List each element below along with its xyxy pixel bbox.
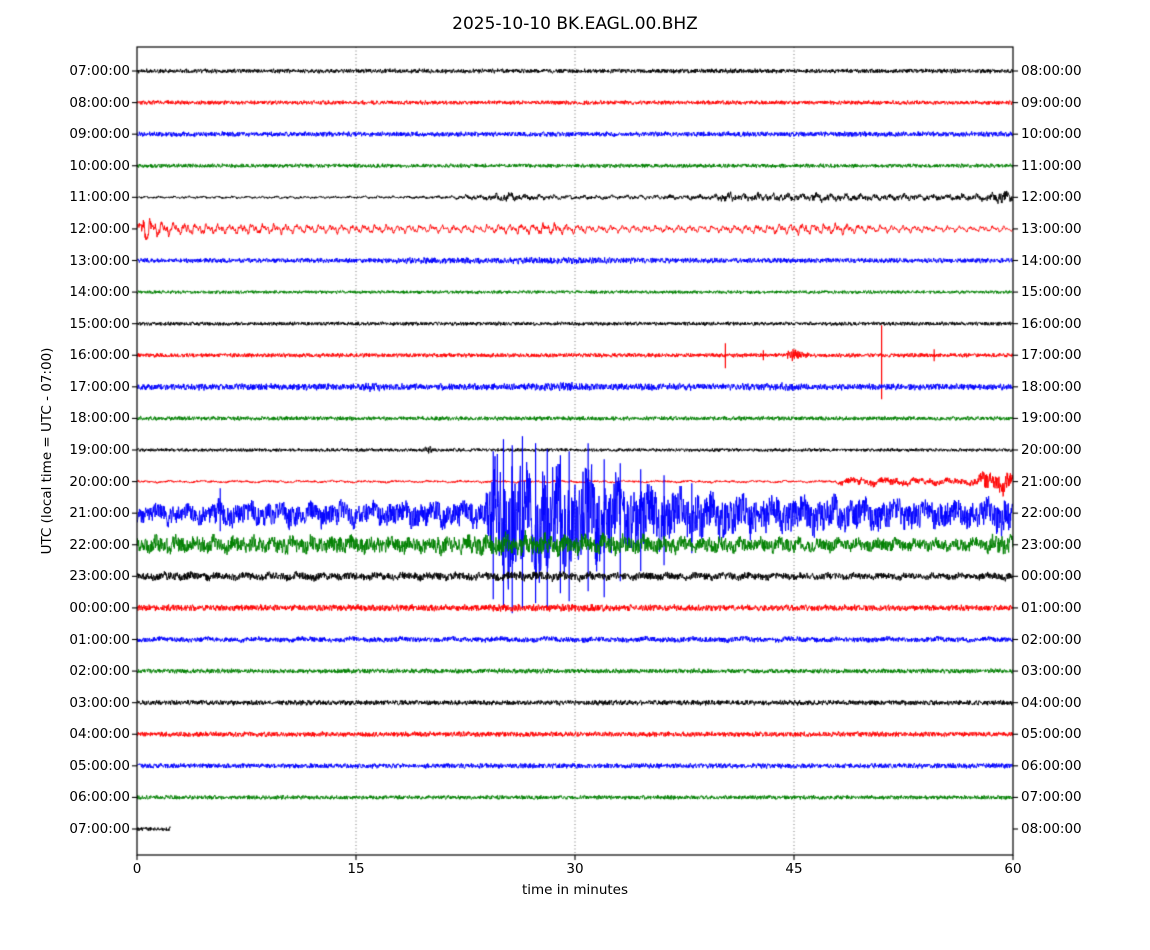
utc-start-label: 07:00:00 xyxy=(69,63,130,79)
utc-end-label: 23:00:00 xyxy=(1021,536,1082,553)
minute-tick-label: 45 xyxy=(785,861,803,877)
utc-start-label: 14:00:00 xyxy=(69,284,130,301)
utc-end-label: 17:00:00 xyxy=(1021,347,1082,364)
utc-start-label: 21:00:00 xyxy=(69,505,130,522)
utc-end-label: 22:00:00 xyxy=(1021,505,1082,522)
utc-end-label: 08:00:00 xyxy=(1021,63,1082,79)
utc-start-label: 02:00:00 xyxy=(69,663,130,680)
utc-start-label: 01:00:00 xyxy=(69,631,130,648)
utc-end-label: 10:00:00 xyxy=(1021,126,1082,143)
utc-start-label: 22:00:00 xyxy=(69,536,130,553)
minute-tick-label: 30 xyxy=(566,861,584,877)
chart-title: 2025-10-10 BK.EAGL.00.BHZ xyxy=(452,14,698,34)
utc-end-label: 20:00:00 xyxy=(1021,442,1082,458)
utc-start-label: 16:00:00 xyxy=(69,347,130,364)
utc-start-label: 07:00:00 xyxy=(69,821,130,837)
utc-end-label: 01:00:00 xyxy=(1021,599,1082,616)
utc-start-label: 13:00:00 xyxy=(69,252,130,269)
minute-tick-label: 60 xyxy=(1004,861,1022,877)
utc-end-label: 09:00:00 xyxy=(1021,94,1082,111)
utc-start-label: 20:00:00 xyxy=(69,473,130,490)
utc-start-label: 12:00:00 xyxy=(69,220,130,237)
utc-end-label: 00:00:00 xyxy=(1021,568,1082,585)
utc-start-label: 17:00:00 xyxy=(69,378,130,395)
utc-end-label: 06:00:00 xyxy=(1021,757,1082,774)
utc-start-label: 03:00:00 xyxy=(69,694,130,711)
utc-end-label: 14:00:00 xyxy=(1021,252,1082,269)
utc-start-label: 09:00:00 xyxy=(69,126,130,143)
utc-start-label: 06:00:00 xyxy=(69,789,130,806)
utc-start-label: 04:00:00 xyxy=(69,726,130,743)
utc-end-label: 08:00:00 xyxy=(1021,821,1082,837)
utc-end-label: 13:00:00 xyxy=(1021,220,1082,237)
utc-end-label: 21:00:00 xyxy=(1021,473,1082,490)
utc-start-label: 15:00:00 xyxy=(69,315,130,332)
utc-end-label: 07:00:00 xyxy=(1021,789,1082,806)
utc-start-label: 05:00:00 xyxy=(69,757,130,774)
utc-end-label: 19:00:00 xyxy=(1021,410,1082,427)
utc-end-label: 11:00:00 xyxy=(1021,157,1082,174)
utc-end-label: 18:00:00 xyxy=(1021,378,1082,395)
x-axis-label: time in minutes xyxy=(521,882,629,898)
utc-end-label: 16:00:00 xyxy=(1021,315,1082,332)
utc-start-label: 18:00:00 xyxy=(69,410,130,427)
utc-end-label: 12:00:00 xyxy=(1021,189,1082,206)
utc-end-label: 02:00:00 xyxy=(1021,631,1082,648)
utc-end-label: 03:00:00 xyxy=(1021,663,1082,680)
utc-start-label: 10:00:00 xyxy=(69,157,130,174)
minute-tick-label: 15 xyxy=(347,861,365,877)
utc-start-label: 08:00:00 xyxy=(69,94,130,111)
utc-end-label: 05:00:00 xyxy=(1021,726,1082,743)
utc-start-label: 23:00:00 xyxy=(69,568,130,585)
minute-tick-label: 0 xyxy=(132,861,142,877)
utc-end-label: 15:00:00 xyxy=(1021,284,1082,301)
utc-start-label: 11:00:00 xyxy=(69,189,130,206)
utc-start-label: 00:00:00 xyxy=(69,599,130,616)
utc-end-label: 04:00:00 xyxy=(1021,694,1082,711)
utc-start-label: 19:00:00 xyxy=(69,442,130,458)
